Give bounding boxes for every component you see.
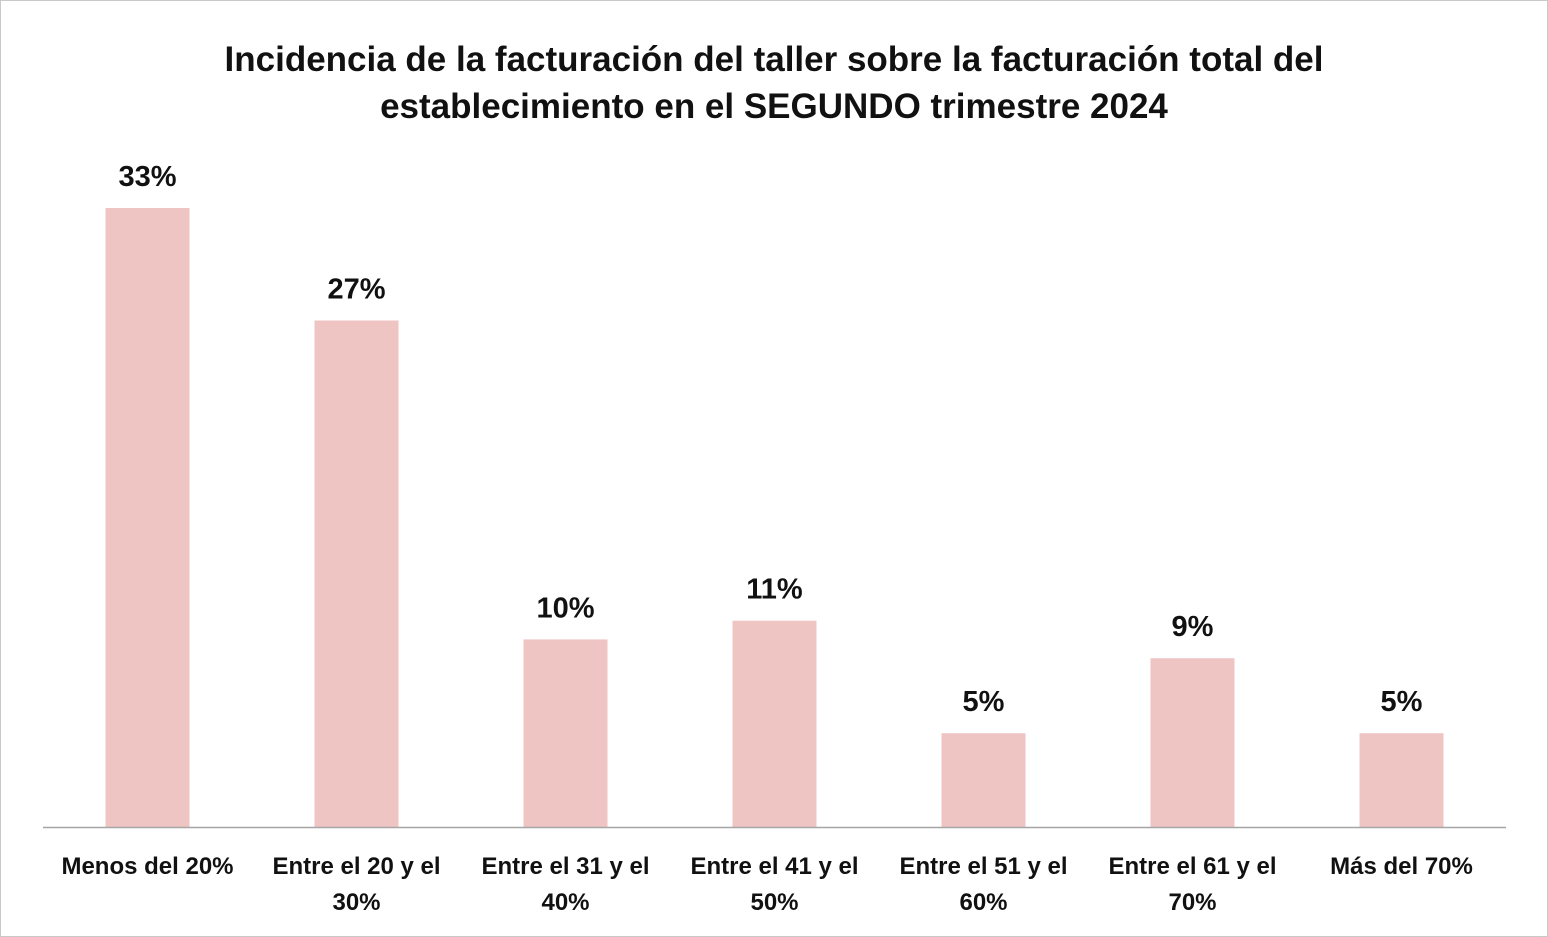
category-label-2-line-1: Entre el 20 y el (272, 853, 440, 880)
value-labels-group: 33% 27% 10% 11% 5% 9% 5% (118, 161, 1422, 718)
category-label-4-line-2: 50% (750, 889, 798, 916)
bars-group (105, 208, 1444, 827)
bar-1 (105, 208, 190, 827)
category-labels-group: Menos del 20% Entre el 20 y el 30% Entre el… (61, 853, 1472, 916)
value-label-4: 11% (746, 574, 803, 606)
value-label-1: 33% (118, 161, 176, 193)
category-label-6-line-2: 70% (1168, 889, 1216, 916)
value-label-5: 5% (963, 686, 1005, 718)
category-label-6-line-1: Entre el 61 y el (1108, 853, 1276, 880)
category-label-3-line-1: Entre el 31 y el (481, 853, 649, 880)
category-label-3-line-2: 40% (541, 889, 589, 916)
category-label-1-line-1: Menos del 20% (61, 853, 233, 880)
value-label-6: 9% (1172, 611, 1214, 643)
bar-3 (523, 639, 608, 827)
chart-title-line-2: establecimiento en el SEGUNDO trimestre … (380, 87, 1168, 126)
bar-6 (1150, 658, 1235, 827)
value-label-3: 10% (536, 592, 594, 624)
bar-5 (941, 733, 1026, 827)
chart-title-line-1: Incidencia de la facturación del taller … (225, 40, 1324, 79)
value-label-2: 27% (327, 274, 385, 306)
category-label-2-line-2: 30% (332, 889, 380, 916)
value-label-7: 5% (1381, 686, 1423, 718)
bar-4 (732, 620, 817, 827)
category-label-4-line-1: Entre el 41 y el (690, 853, 858, 880)
category-label-7-line-1: Más del 70% (1330, 853, 1473, 880)
bar-7 (1359, 733, 1444, 827)
category-label-5-line-1: Entre el 51 y el (899, 853, 1067, 880)
bar-2 (314, 320, 399, 827)
category-label-5-line-2: 60% (959, 889, 1007, 916)
